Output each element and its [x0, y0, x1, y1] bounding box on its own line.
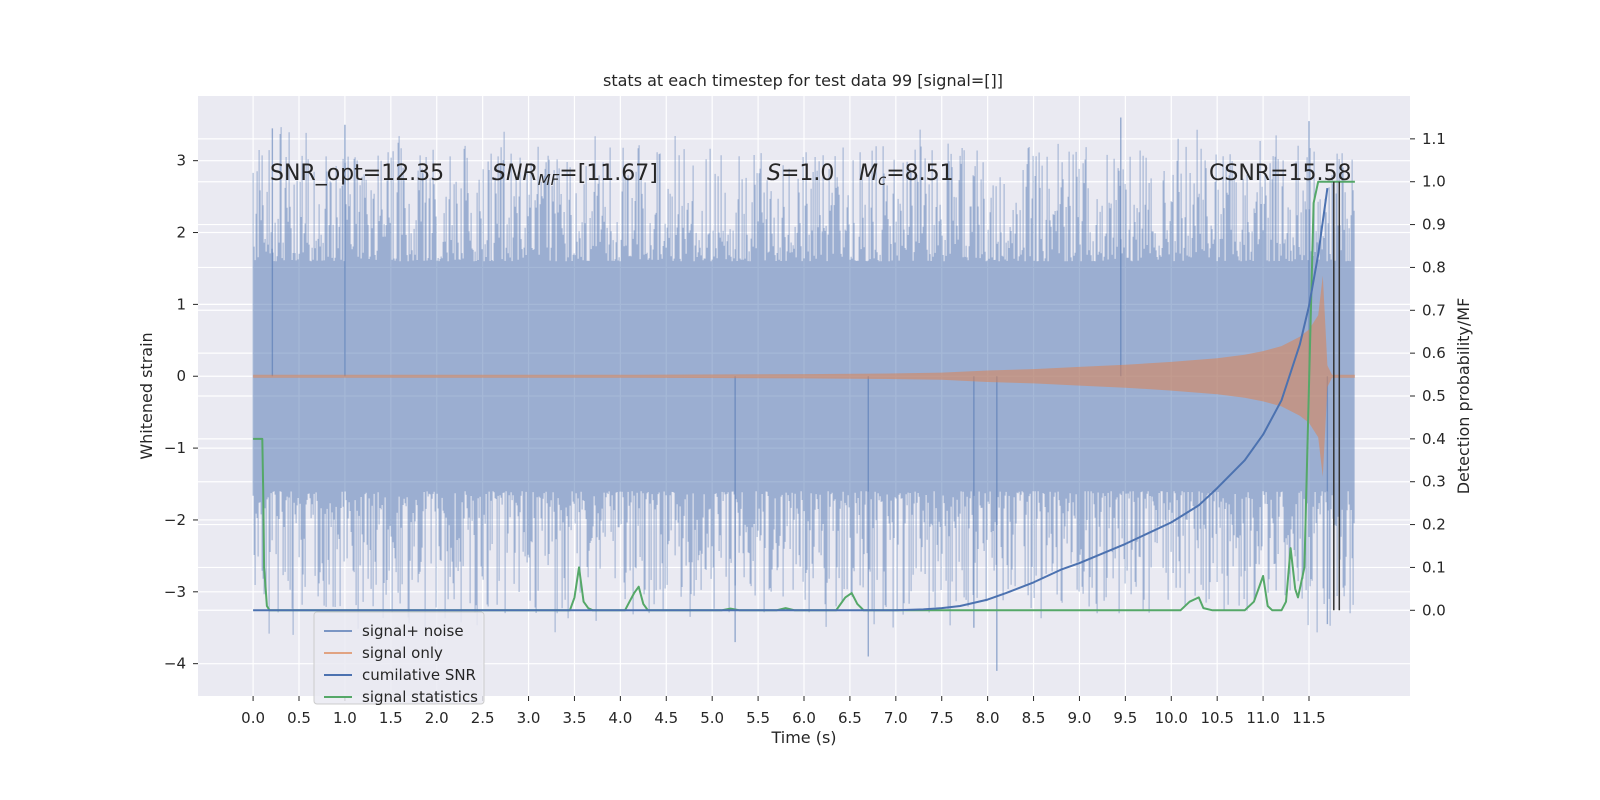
annotation-s-value: =1.0	[781, 161, 834, 186]
x-tick-label: 11.0	[1246, 709, 1279, 727]
annotation-csnr: CSNR=15.58	[1209, 161, 1351, 186]
y-right-tick-label: 0.4	[1422, 430, 1446, 448]
x-tick-label: 4.0	[608, 709, 632, 727]
x-tick-label: 0.5	[287, 709, 311, 727]
series-signal-only	[253, 275, 1355, 477]
x-tick-label: 1.5	[379, 709, 403, 727]
series-signal-plus-noise	[252, 117, 1355, 671]
legend-label: signal statistics	[362, 688, 478, 706]
annotation-snr-mf-value: =[11.67]	[559, 161, 658, 186]
y-right-tick-label: 0.9	[1422, 216, 1446, 234]
y-right-tick-label: 0.8	[1422, 258, 1446, 276]
annotation-mc-symbol: M	[859, 161, 878, 186]
y-right-tick-label: 0.1	[1422, 558, 1446, 576]
x-tick-label: 4.5	[654, 709, 678, 727]
x-tick-label: 3.5	[563, 709, 587, 727]
x-tick-label: 10.0	[1155, 709, 1188, 727]
y-tick-label: 1	[176, 295, 186, 313]
x-tick-label: 7.0	[884, 709, 908, 727]
x-tick-label: 2.5	[471, 709, 495, 727]
y-tick-label: 2	[176, 224, 186, 242]
y-right-axis-label: Detection probability/MF	[1454, 298, 1473, 495]
annotation-snr-mf-main: SNR	[492, 161, 538, 186]
y-tick-label: 3	[176, 152, 186, 170]
x-tick-label: 0.0	[241, 709, 265, 727]
annotations: SNR_opt=12.35 SNRMF=[11.67] S=1.0 Mc=8.5…	[270, 161, 1351, 189]
x-tick-label: 9.5	[1113, 709, 1137, 727]
legend-label: signal+ noise	[362, 622, 464, 640]
annotation-mc: Mc=8.51	[859, 161, 954, 189]
x-tick-label: 7.5	[930, 709, 954, 727]
x-tick-label: 8.5	[1022, 709, 1046, 727]
y-right-tick-label: 0.5	[1422, 387, 1446, 405]
chart-title: stats at each timestep for test data 99 …	[603, 71, 1003, 90]
signal-only-envelope	[253, 275, 1355, 477]
y-tick-label: −3	[164, 583, 186, 601]
x-tick-labels: 0.0 0.5 1.0 1.5 2.0 2.5 3.0 3.5 4.0 4.5 5.0 5.5 6.0 6…	[241, 696, 1326, 727]
x-tick-label: 2.0	[425, 709, 449, 727]
annotation-snr-mf: SNRMF=[11.67]	[492, 161, 658, 189]
legend-box	[313, 611, 485, 705]
right-axis-series	[253, 180, 1355, 612]
x-tick-label: 5.5	[746, 709, 770, 727]
x-axis-label: Time (s)	[770, 728, 836, 747]
y-tick-label: −4	[164, 655, 186, 673]
y-axis-label: Whitened strain	[137, 332, 156, 459]
y-right-tick-label: 1.0	[1422, 173, 1446, 191]
cumulative-snr-line	[253, 187, 1329, 612]
annotation-s: S=1.0	[767, 161, 834, 186]
annotation-snr-opt: SNR_opt=12.35	[270, 161, 444, 186]
y-tick-labels: 3 2 1 0 −1 −2 −3 −4	[164, 152, 198, 673]
y-tick-label: −2	[164, 511, 186, 529]
legend-label: signal only	[362, 644, 443, 662]
y-right-tick-label: 0.6	[1422, 344, 1446, 362]
y-right-tick-label: 0.2	[1422, 516, 1446, 534]
annotation-mc-sub: c	[878, 171, 887, 189]
legend: signal+ noise signal only cumilative SNR si…	[313, 611, 485, 706]
x-tick-label: 9.0	[1068, 709, 1092, 727]
x-tick-label: 6.0	[792, 709, 816, 727]
x-tick-label: 6.5	[838, 709, 862, 727]
y-right-tick-label: 0.3	[1422, 473, 1446, 491]
x-tick-label: 3.0	[517, 709, 541, 727]
annotation-mc-value: =8.51	[886, 161, 953, 186]
x-tick-label: 5.0	[700, 709, 724, 727]
y-tick-label: −1	[164, 439, 186, 457]
y-right-tick-label: 1.1	[1422, 130, 1446, 148]
x-tick-label: 8.0	[976, 709, 1000, 727]
x-tick-label: 10.5	[1200, 709, 1233, 727]
x-tick-label: 1.0	[333, 709, 357, 727]
annotation-snr-mf-sub: MF	[538, 171, 560, 189]
y-tick-label: 0	[176, 367, 186, 385]
legend-label: cumilative SNR	[362, 666, 476, 684]
annotation-s-symbol: S	[767, 161, 781, 186]
x-tick-label: 11.5	[1292, 709, 1325, 727]
y-right-tick-label: 0.0	[1422, 601, 1446, 619]
y-right-tick-labels: 1.1 1.0 0.9 0.8 0.7 0.6 0.5 0.4 0.3 0.2 0.1 0.0	[1410, 130, 1446, 619]
vertical-markers	[1333, 181, 1341, 611]
y-right-tick-label: 0.7	[1422, 301, 1446, 319]
